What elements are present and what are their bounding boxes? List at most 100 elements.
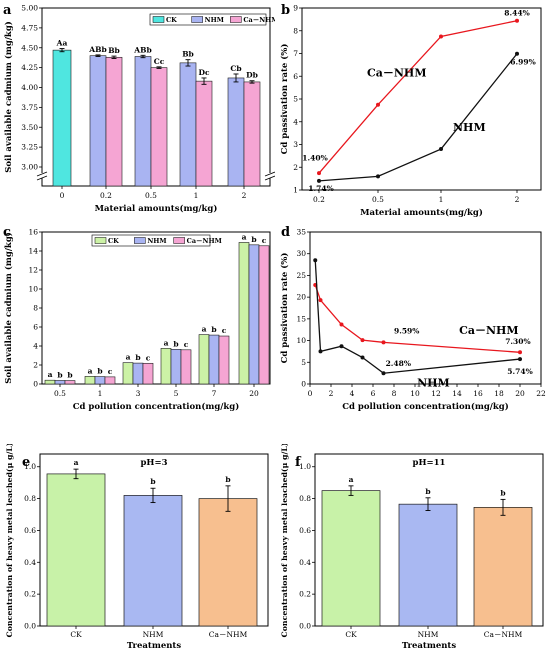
y-tick-label: 0.4 xyxy=(24,558,36,567)
legend-swatch xyxy=(173,237,185,244)
y-tick-label: 6 xyxy=(33,323,38,332)
data-point xyxy=(518,350,522,355)
bar-nhm xyxy=(89,55,107,187)
legend-swatch xyxy=(134,237,146,244)
axis-break-mark xyxy=(36,171,48,177)
x-tick-label: 0 xyxy=(60,191,65,200)
significance-label: b xyxy=(225,475,230,484)
panel-a-chart: a 3.00 3.25 3.50 3.75 4.00 4.25 4.50 4.75 5.00 0 A… xyxy=(3,3,275,214)
annotation: 5.74% xyxy=(507,367,532,376)
y-tick-label: 0 xyxy=(33,380,38,389)
significance-label: c xyxy=(108,367,113,376)
legend-box xyxy=(149,13,267,26)
significance-label: c xyxy=(262,236,267,245)
y-axis-label: Soil available cadmium (mg/kg) xyxy=(3,232,14,384)
plot-frame xyxy=(309,231,542,385)
annotation: 9.59% xyxy=(394,327,419,336)
x-axis-label: Material amounts(mg/kg) xyxy=(360,207,483,218)
legend-label: CK xyxy=(166,16,177,24)
bar-nhm xyxy=(134,56,152,187)
bar-ca-nhm xyxy=(105,56,123,187)
bar-nhm xyxy=(227,77,245,187)
y-tick-label: 0.2 xyxy=(24,590,36,599)
x-tick-label: 0.5 xyxy=(54,389,66,398)
x-tick-label: 3 xyxy=(136,389,141,398)
y-tick-label: 1 xyxy=(293,186,298,195)
data-point xyxy=(313,258,318,263)
x-tick-label: NHM xyxy=(143,630,164,639)
data-point xyxy=(381,371,386,376)
significance-label: a xyxy=(349,475,354,484)
data-point xyxy=(317,171,321,176)
significance-label: b xyxy=(173,339,178,348)
legend-label: NHM xyxy=(205,16,224,24)
bar-ca-nhm xyxy=(104,376,116,385)
axis-break-mark xyxy=(36,175,48,181)
series-label-ca-nhm: Ca－NHM xyxy=(459,324,519,337)
bar-ck xyxy=(160,348,172,385)
data-point xyxy=(360,338,365,343)
x-axis-label: Treatments xyxy=(402,641,457,651)
bar-nhm xyxy=(54,380,66,385)
annotation: 6.99% xyxy=(510,58,535,67)
x-tick-label: 12 xyxy=(431,389,441,398)
axis-break-mark xyxy=(264,175,275,181)
bar-ca-nhm xyxy=(198,498,258,627)
bar-nhm xyxy=(179,62,197,187)
significance-label: b xyxy=(57,370,62,379)
bar-ck xyxy=(46,473,106,627)
significance-label: a xyxy=(202,325,207,334)
data-point xyxy=(317,178,321,183)
y-tick-label: 6 xyxy=(293,72,298,81)
y-tick-label: 0.0 xyxy=(299,622,311,631)
y-tick-label: 2 xyxy=(293,163,298,172)
y-axis-label: Concentration of heavy metal leached(μ g… xyxy=(280,444,289,638)
y-tick-label: 4.00 xyxy=(21,83,38,92)
plot-frame xyxy=(301,7,542,191)
significance-label: a xyxy=(88,366,93,375)
bar-nhm xyxy=(94,376,106,385)
bar-nhm xyxy=(248,244,260,385)
x-tick-label: 16 xyxy=(473,389,483,398)
axis-break-mark xyxy=(264,171,275,177)
annotation: 1.74% xyxy=(308,184,333,193)
x-axis-label: Cd pollution concentration(mg/kg) xyxy=(342,401,509,412)
x-tick-label: 20 xyxy=(515,389,525,398)
bar-ca-nhm xyxy=(195,80,213,187)
x-tick-label: CK xyxy=(345,630,357,639)
y-tick-label: 0.6 xyxy=(299,526,311,535)
panel-f-chart: f 0.0 0.2 0.4 0.6 0.8 1.0 CK a NHM b Ca－NHM b pH=11 T… xyxy=(280,444,544,651)
line-ca-nhm xyxy=(314,284,521,353)
x-tick-label: 0.5 xyxy=(372,195,384,204)
data-point xyxy=(439,147,443,152)
y-tick-label: 12 xyxy=(28,266,38,275)
y-tick-label: 5 xyxy=(301,358,306,367)
bar-ca-nhm xyxy=(64,380,76,385)
significance-label: a xyxy=(164,338,169,347)
data-point xyxy=(339,322,344,327)
bar-ca-nhm xyxy=(258,245,270,385)
y-tick-label: 0.2 xyxy=(299,590,311,599)
x-tick-label: 1 xyxy=(439,195,444,204)
legend-label: NHM xyxy=(147,237,166,245)
x-tick-label: CK xyxy=(70,630,82,639)
annotation: 2.48% xyxy=(386,359,411,368)
significance-label: Dc xyxy=(198,68,210,77)
significance-label: b xyxy=(425,487,430,496)
x-tick-label: 0 xyxy=(308,389,313,398)
legend-label: Ca－NHM xyxy=(243,16,275,24)
series-label-nhm: NHM xyxy=(417,377,450,390)
data-point xyxy=(318,298,323,303)
panel-label: d xyxy=(281,225,290,240)
y-tick-label: 10 xyxy=(296,336,306,345)
series-label-ca-nhm: Ca－NHM xyxy=(367,66,427,79)
significance-label: a xyxy=(48,370,53,379)
bar-ca-nhm xyxy=(142,362,154,385)
bar-ck xyxy=(238,242,250,385)
y-tick-label: 0.4 xyxy=(299,558,311,567)
x-tick-label: 2 xyxy=(515,195,520,204)
bar-ck xyxy=(84,376,96,385)
x-tick-label: 4 xyxy=(350,389,355,398)
y-tick-label: 3 xyxy=(293,140,298,149)
panel-d-chart: d 0 5 10 15 20 25 30 35 0 2 4 6 8 10 12 14 16 18 20 22 Ca－NH… xyxy=(279,225,546,412)
